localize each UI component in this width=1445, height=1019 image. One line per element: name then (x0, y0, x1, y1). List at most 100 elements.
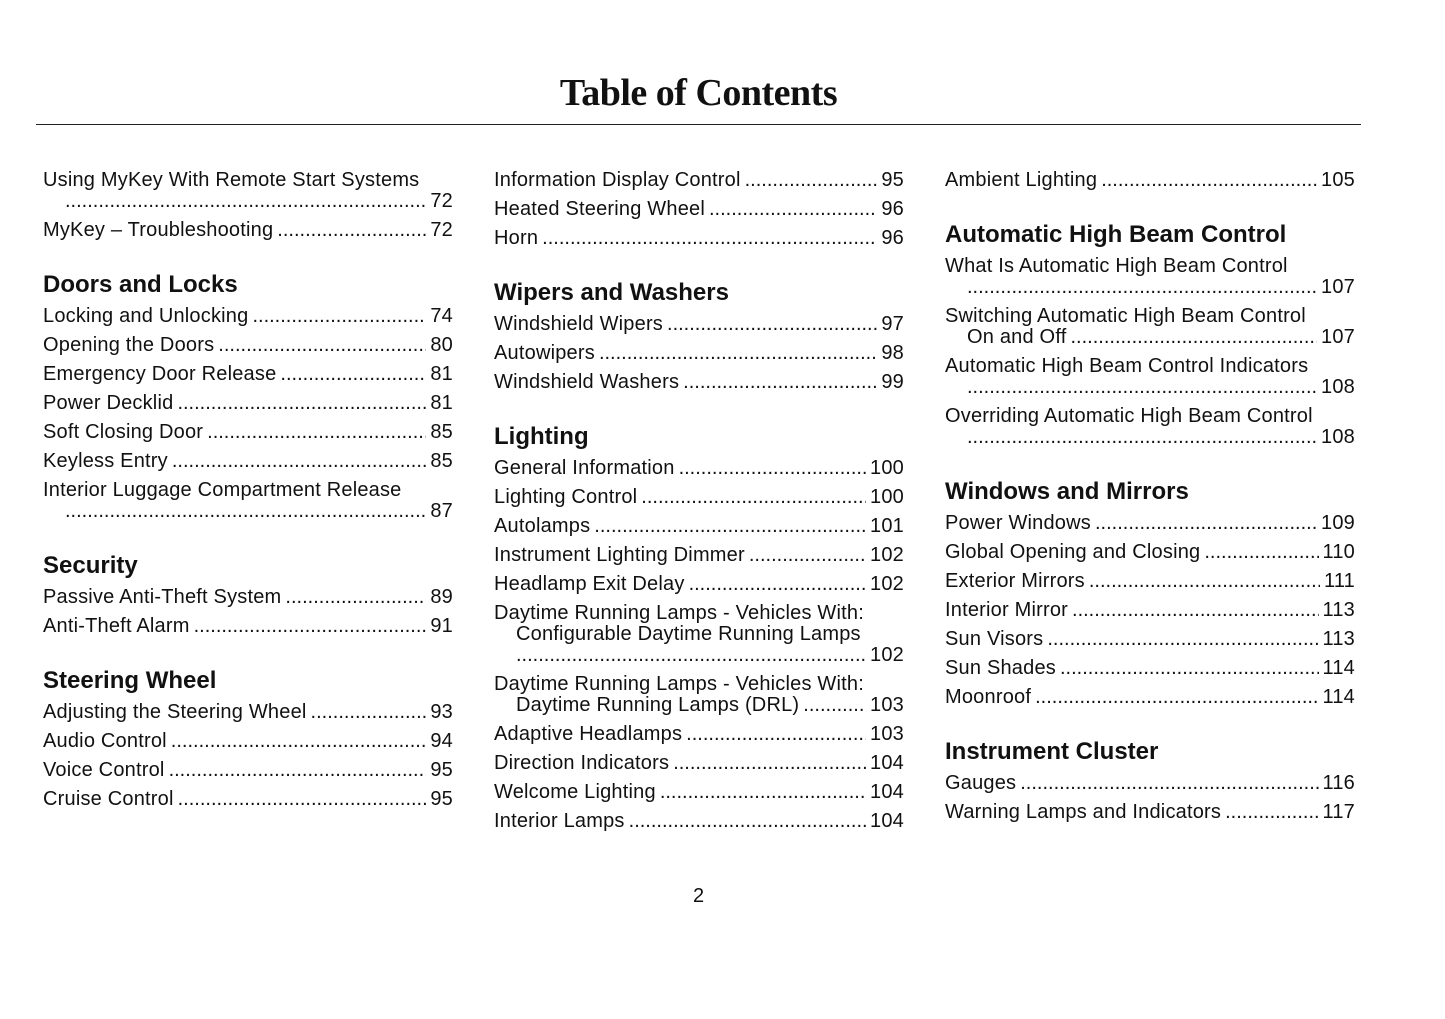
toc-entry[interactable]: Interior Lamps 104 (494, 811, 904, 832)
toc-entry[interactable]: Warning Lamps and Indicators 117 (945, 802, 1355, 823)
entry-title: Opening the Doors (43, 334, 215, 356)
toc-entry[interactable]: Direction Indicators 104 (494, 753, 904, 774)
toc-entry[interactable]: Soft Closing Door 85 (43, 422, 453, 443)
section-heading: Windows and Mirrors (945, 478, 1189, 505)
entry-title: Welcome Lighting (494, 781, 656, 803)
dot-leader (749, 545, 866, 566)
entry-leader-line: Power Decklid 81 (43, 393, 453, 414)
entry-page: 102 (870, 573, 904, 595)
dot-leader (311, 702, 427, 723)
toc-entry[interactable]: Automatic High Beam Control Indicators 10… (945, 356, 1355, 398)
entry-leader-line: Voice Control 95 (43, 760, 453, 781)
dot-leader (65, 191, 426, 212)
entry-leader-line: Sun Visors 113 (945, 629, 1355, 650)
dot-leader (689, 574, 866, 595)
entry-title: Headlamp Exit Delay (494, 573, 685, 595)
dot-leader (1047, 629, 1318, 650)
entry-title: Emergency Door Release (43, 363, 277, 385)
toc-entry[interactable]: Heated Steering Wheel 96 (494, 199, 904, 220)
entry-leader-line: Cruise Control 95 (43, 789, 453, 810)
toc-entry[interactable]: Interior Luggage Compartment Release 87 (43, 480, 453, 522)
toc-entry[interactable]: Windshield Washers 99 (494, 372, 904, 393)
toc-entry[interactable]: Headlamp Exit Delay 102 (494, 574, 904, 595)
dot-leader (803, 695, 866, 716)
entry-leader-line: Adaptive Headlamps 103 (494, 724, 904, 745)
toc-entry[interactable]: Keyless Entry 85 (43, 451, 453, 472)
toc-entry[interactable]: Adjusting the Steering Wheel 93 (43, 702, 453, 723)
toc-entry[interactable]: Power Windows 109 (945, 513, 1355, 534)
entry-leader-line: Autolamps 101 (494, 516, 904, 537)
toc-entry[interactable]: Daytime Running Lamps - Vehicles With: Co… (494, 603, 904, 666)
entry-leader-line: Information Display Control 95 (494, 170, 904, 191)
toc-entry[interactable]: Autowipers 98 (494, 343, 904, 364)
dot-leader (516, 645, 866, 666)
entry-title: Global Opening and Closing (945, 541, 1201, 563)
toc-entry[interactable]: Switching Automatic High Beam Control On … (945, 306, 1355, 348)
entry-leader-line: Gauges 116 (945, 773, 1355, 794)
dot-leader (178, 789, 427, 810)
entry-page: 95 (430, 788, 453, 810)
toc-entry[interactable]: Using MyKey With Remote Start Systems 72 (43, 170, 453, 212)
toc-entry[interactable]: Daytime Running Lamps - Vehicles With: Da… (494, 674, 904, 716)
entry-title: Power Windows (945, 512, 1091, 534)
entry-page: 101 (870, 515, 904, 537)
entry-page: 72 (430, 219, 453, 241)
dot-leader (542, 228, 877, 249)
toc-entry[interactable]: Welcome Lighting 104 (494, 782, 904, 803)
toc-entry[interactable]: Interior Mirror 113 (945, 600, 1355, 621)
entry-leader-line: Exterior Mirrors 111 (945, 571, 1355, 592)
dot-leader (172, 451, 426, 472)
toc-entry[interactable]: Information Display Control 95 (494, 170, 904, 191)
toc-entry[interactable]: MyKey – Troubleshooting 72 (43, 220, 453, 241)
entry-leader-line: Interior Lamps 104 (494, 811, 904, 832)
entry-leader-line: Soft Closing Door 85 (43, 422, 453, 443)
toc-entry[interactable]: Windshield Wipers 97 (494, 314, 904, 335)
toc-entry[interactable]: Lighting Control 100 (494, 487, 904, 508)
entry-title: Lighting Control (494, 486, 638, 508)
entry-page: 93 (430, 701, 453, 723)
toc-entry[interactable]: Locking and Unlocking 74 (43, 306, 453, 327)
entry-page: 107 (1321, 276, 1355, 298)
entry-title: Information Display Control (494, 169, 741, 191)
dot-leader (673, 753, 866, 774)
toc-entry[interactable]: Ambient Lighting 105 (945, 170, 1355, 191)
toc-entry[interactable]: Horn 96 (494, 228, 904, 249)
toc-entry[interactable]: Global Opening and Closing 110 (945, 542, 1355, 563)
entry-page: 104 (870, 810, 904, 832)
toc-entry[interactable]: Sun Visors 113 (945, 629, 1355, 650)
toc-entry[interactable]: Opening the Doors 80 (43, 335, 453, 356)
page-title: Table of Contents (559, 72, 838, 114)
toc-entry[interactable]: Instrument Lighting Dimmer 102 (494, 545, 904, 566)
dot-leader (252, 306, 426, 327)
entry-page: 107 (1321, 326, 1355, 348)
toc-entry[interactable]: Passive Anti-Theft System 89 (43, 587, 453, 608)
entry-title: MyKey – Troubleshooting (43, 219, 274, 241)
toc-entry[interactable]: Anti-Theft Alarm 91 (43, 616, 453, 637)
toc-entry[interactable]: Overriding Automatic High Beam Control 10… (945, 406, 1355, 448)
dot-leader (65, 501, 426, 522)
entry-page: 116 (1322, 772, 1355, 794)
entry-leader-line: 108 (945, 377, 1355, 398)
toc-entry[interactable]: Voice Control 95 (43, 760, 453, 781)
toc-entry[interactable]: Moonroof 114 (945, 687, 1355, 708)
entry-title: Sun Shades (945, 657, 1056, 679)
entry-leader-line: Emergency Door Release 81 (43, 364, 453, 385)
toc-entry[interactable]: Adaptive Headlamps 103 (494, 724, 904, 745)
entry-leader-line: Opening the Doors 80 (43, 335, 453, 356)
toc-entry[interactable]: Exterior Mirrors 111 (945, 571, 1355, 592)
dot-leader (218, 335, 426, 356)
toc-entry[interactable]: General Information 100 (494, 458, 904, 479)
toc-entry[interactable]: Audio Control 94 (43, 731, 453, 752)
toc-entry[interactable]: What Is Automatic High Beam Control 107 (945, 256, 1355, 298)
toc-entry[interactable]: Power Decklid 81 (43, 393, 453, 414)
toc-entry[interactable]: Gauges 116 (945, 773, 1355, 794)
toc-entry[interactable]: Emergency Door Release 81 (43, 364, 453, 385)
toc-entry[interactable]: Autolamps 101 (494, 516, 904, 537)
entry-page: 104 (870, 752, 904, 774)
toc-column-1: Using MyKey With Remote Start Systems72M… (43, 170, 453, 818)
toc-entry[interactable]: Cruise Control 95 (43, 789, 453, 810)
toc-column-2: Information Display Control 95 Heated Stee… (494, 170, 904, 840)
toc-entry[interactable]: Sun Shades 114 (945, 658, 1355, 679)
dot-leader (967, 427, 1317, 448)
entry-title-line: Using MyKey With Remote Start Systems (43, 169, 420, 191)
